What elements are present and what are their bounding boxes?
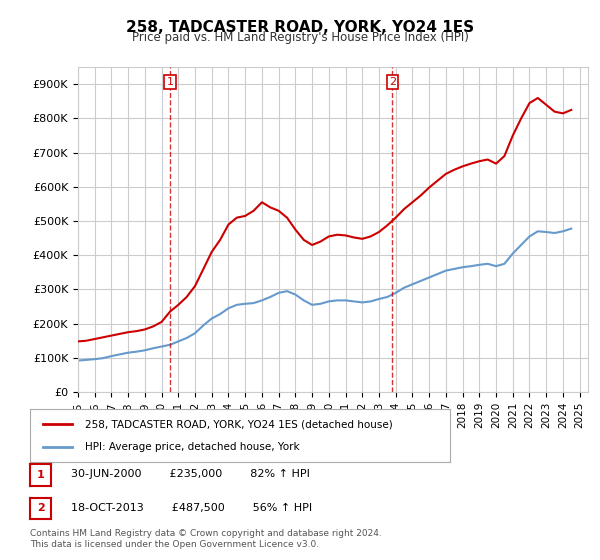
Text: 2: 2 [389,77,396,87]
Text: 1: 1 [37,470,44,480]
Text: HPI: Average price, detached house, York: HPI: Average price, detached house, York [85,442,299,452]
Text: 258, TADCASTER ROAD, YORK, YO24 1ES (detached house): 258, TADCASTER ROAD, YORK, YO24 1ES (det… [85,420,392,430]
Text: 2: 2 [37,503,44,514]
Text: 30-JUN-2000        £235,000        82% ↑ HPI: 30-JUN-2000 £235,000 82% ↑ HPI [57,469,310,479]
Text: 1: 1 [166,77,173,87]
Text: Contains HM Land Registry data © Crown copyright and database right 2024.
This d: Contains HM Land Registry data © Crown c… [30,529,382,549]
Text: Price paid vs. HM Land Registry's House Price Index (HPI): Price paid vs. HM Land Registry's House … [131,31,469,44]
Text: 18-OCT-2013        £487,500        56% ↑ HPI: 18-OCT-2013 £487,500 56% ↑ HPI [57,503,312,513]
Text: 258, TADCASTER ROAD, YORK, YO24 1ES: 258, TADCASTER ROAD, YORK, YO24 1ES [126,20,474,35]
